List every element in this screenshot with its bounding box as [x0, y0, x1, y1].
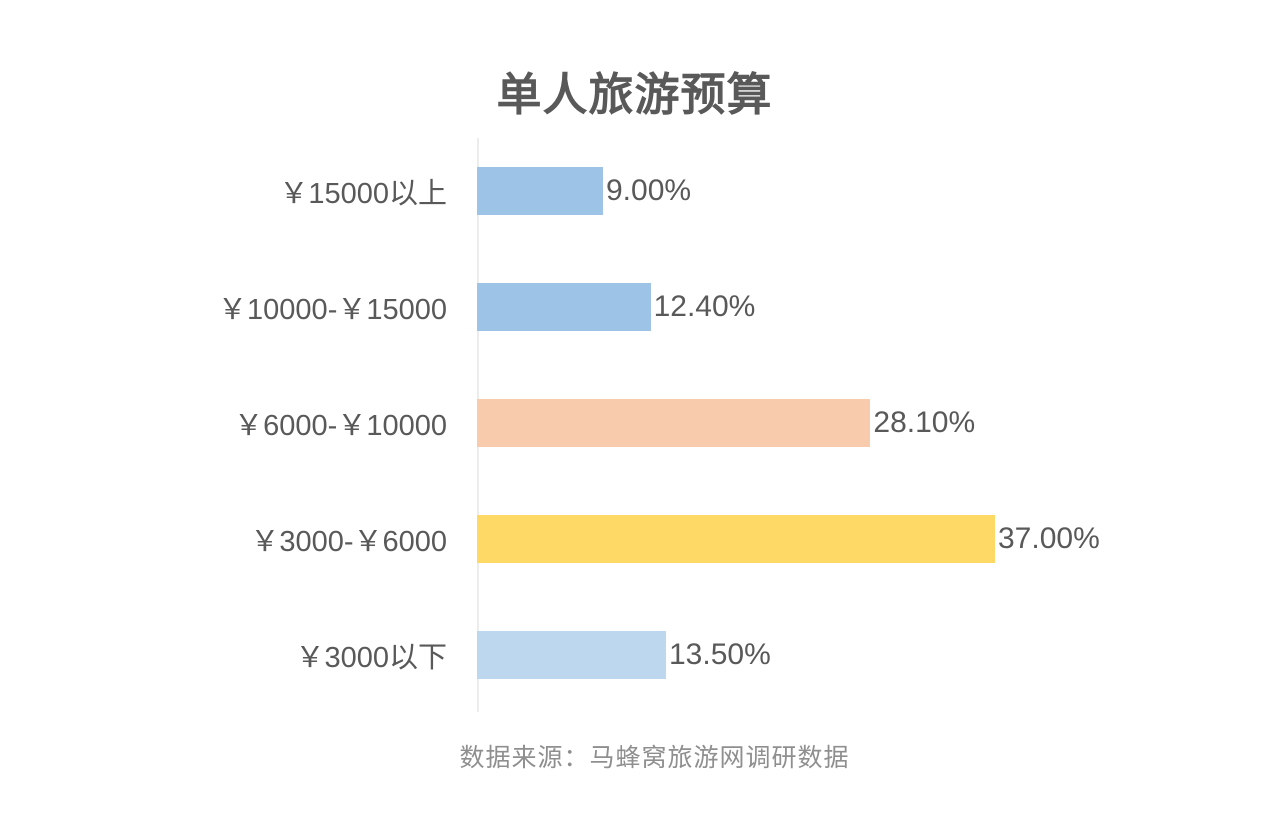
bar-row: ￥15000以上 9.00% — [0, 167, 1269, 215]
bar — [477, 167, 603, 215]
value-label: 13.50% — [669, 638, 771, 671]
bar-row: ￥3000以下 13.50% — [0, 631, 1269, 679]
category-label: ￥3000-￥6000 — [250, 526, 447, 558]
value-label: 9.00% — [606, 174, 692, 207]
bar-track: 13.50% — [477, 631, 1269, 679]
bar-rows: ￥15000以上 9.00% ￥10000-￥15000 12.40% ￥6000-￥1… — [0, 167, 1269, 679]
category-label: ￥10000-￥15000 — [218, 294, 447, 326]
bar — [477, 631, 666, 679]
bar-row: ￥10000-￥15000 12.40% — [0, 283, 1269, 331]
value-label: 12.40% — [653, 290, 756, 323]
category-label: ￥3000以下 — [295, 642, 447, 674]
bar — [477, 283, 651, 331]
bar-track: 37.00% — [477, 515, 1269, 563]
bar-track: 9.00% — [477, 167, 1269, 215]
source-note: 数据来源：马蜂窝旅游网调研数据 — [459, 744, 850, 772]
bar-row: ￥3000-￥6000 37.00% — [0, 515, 1269, 563]
bar-row: ￥6000-￥10000 28.10% — [0, 399, 1269, 447]
value-label: 37.00% — [998, 522, 1100, 555]
category-label: ￥6000-￥10000 — [234, 410, 447, 442]
chart-title: 单人旅游预算 — [496, 69, 773, 120]
category-label: ￥15000以上 — [279, 178, 447, 210]
bar — [477, 515, 995, 563]
bar — [477, 399, 871, 447]
bar-track: 28.10% — [477, 399, 1269, 447]
bar-track: 12.40% — [477, 283, 1269, 331]
value-label: 28.10% — [873, 406, 976, 439]
